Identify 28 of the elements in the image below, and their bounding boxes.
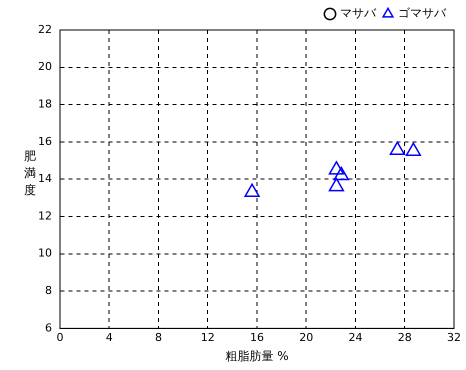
x-tick-label: 24 [348, 330, 362, 344]
x-tick-label: 28 [398, 330, 412, 344]
point [406, 142, 422, 156]
point [390, 142, 406, 156]
y-tick-label: 10 [38, 246, 52, 260]
x-tick-label: 20 [299, 330, 314, 344]
legend-label: マサバ [340, 6, 377, 20]
x-tick-label: 16 [250, 330, 264, 344]
y-tick-label: 6 [44, 321, 52, 334]
y-tick-label: 14 [38, 172, 52, 186]
legend-label: ゴマサバ [398, 6, 447, 20]
y-tick-label: 22 [38, 22, 52, 36]
y-tick-label: 12 [38, 209, 52, 222]
point [334, 166, 350, 180]
x-tick-label: 8 [155, 330, 162, 344]
point [328, 178, 344, 192]
y-tick-label: 20 [38, 60, 52, 74]
x-axis-title: 粗脂肪量 % [225, 348, 289, 363]
y-tick-label: 16 [38, 134, 52, 148]
point [328, 161, 344, 175]
y-tick-label: 18 [38, 97, 52, 110]
point [244, 184, 260, 198]
y-axis-title: 肥満度 [23, 148, 37, 199]
x-tick-label: 12 [200, 330, 215, 344]
y-tick-label: 8 [44, 284, 52, 297]
x-tick-label: 32 [447, 330, 461, 344]
x-tick-label: 4 [106, 330, 113, 344]
x-tick-label: 0 [56, 330, 64, 344]
